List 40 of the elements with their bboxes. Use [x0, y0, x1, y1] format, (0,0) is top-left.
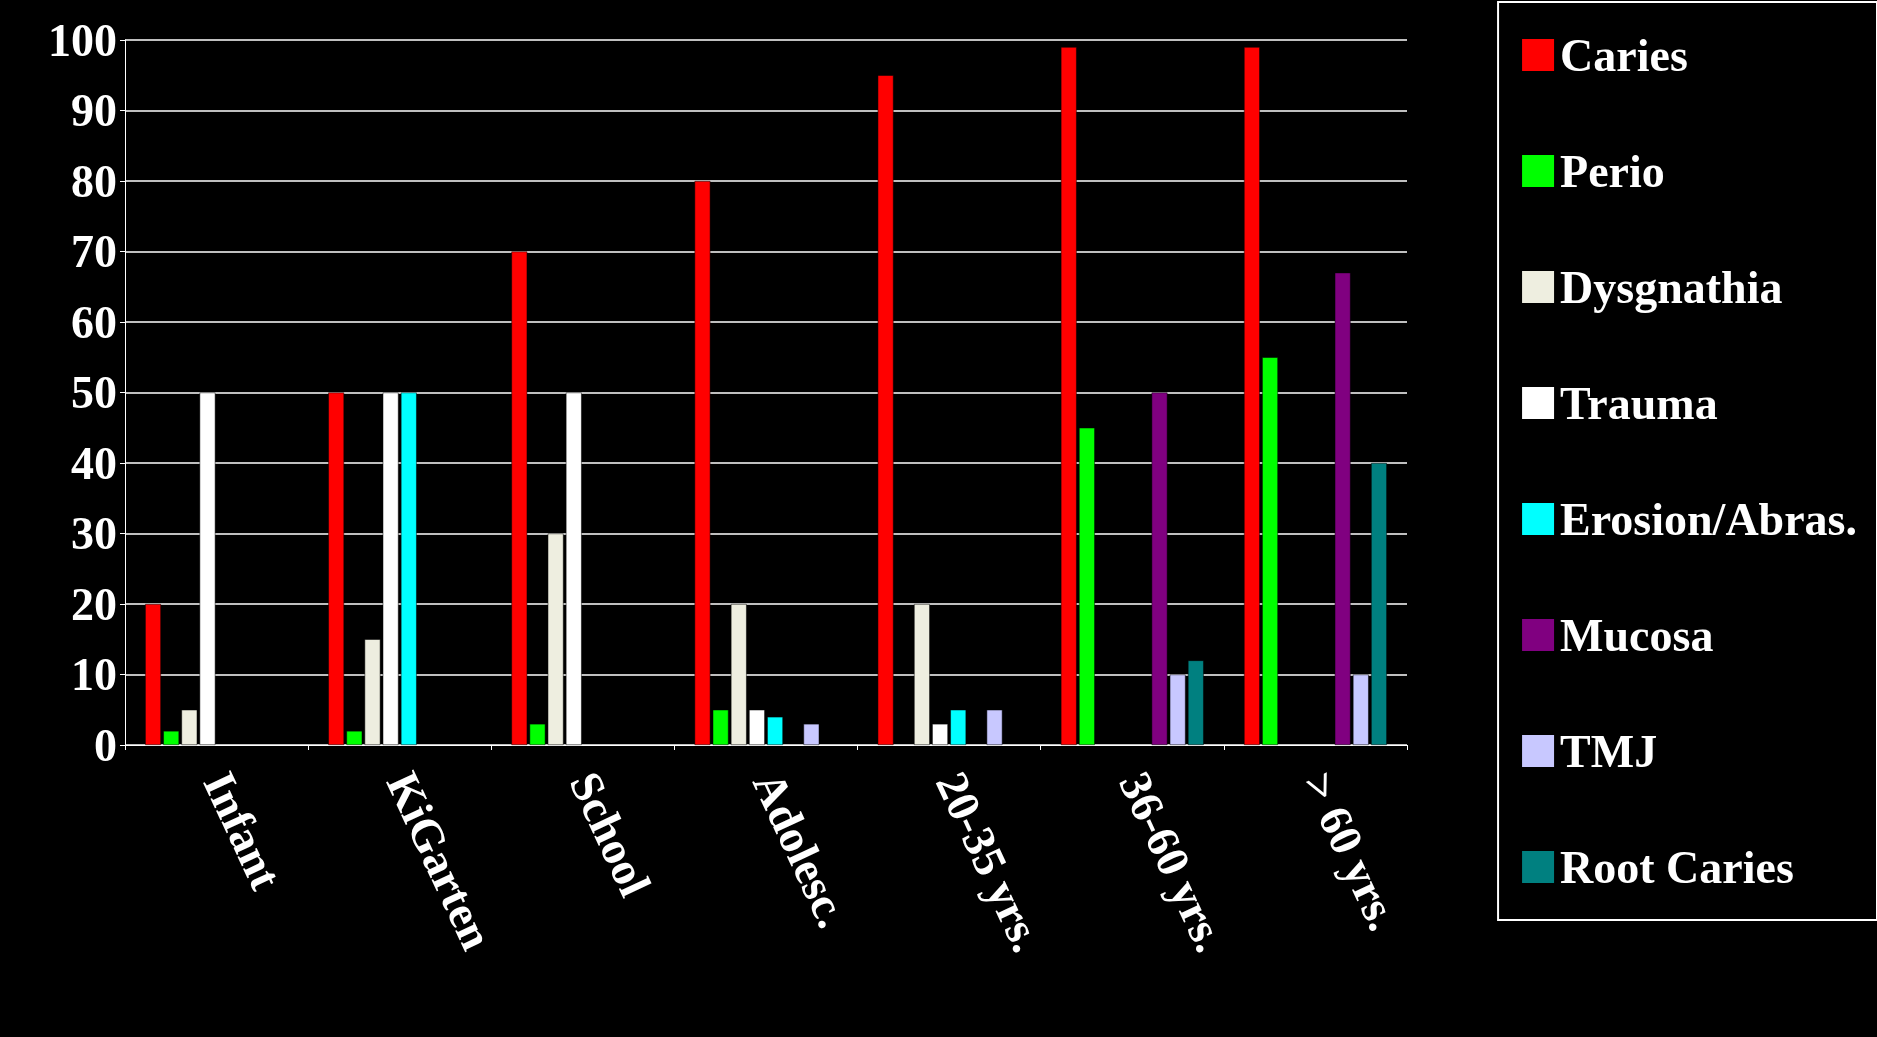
y-tick-label: 90 — [71, 85, 117, 136]
y-tick-label: 60 — [71, 296, 117, 348]
y-tick-label: 70 — [71, 226, 117, 277]
y-tick-label: 10 — [71, 649, 117, 700]
y-tick-label: 100 — [48, 14, 117, 66]
legend-label: Root Caries — [1560, 841, 1794, 893]
bar — [1371, 463, 1387, 745]
bar — [1334, 272, 1351, 745]
legend-label: Perio — [1560, 145, 1665, 197]
y-tick-label: 50 — [71, 367, 117, 418]
legend-label: Dysgnathia — [1560, 261, 1783, 313]
x-tick-label: > 60 yrs. — [1292, 764, 1410, 938]
bar — [1244, 47, 1260, 745]
bar — [1352, 674, 1369, 745]
bar — [767, 716, 783, 745]
legend-label: Mucosa — [1560, 609, 1714, 661]
y-tick-label: 40 — [71, 437, 117, 489]
bar — [914, 604, 930, 745]
bar — [1187, 660, 1204, 745]
bar — [950, 709, 967, 745]
bar — [145, 604, 161, 745]
y-tick-label: 80 — [71, 155, 117, 207]
bar — [986, 709, 1003, 745]
legend-label: TMJ — [1560, 725, 1658, 777]
bar — [1060, 47, 1077, 745]
bar — [328, 392, 345, 745]
bar — [163, 730, 180, 745]
legend-label: Erosion/Abras. — [1560, 493, 1857, 545]
x-tick-label: 36-60 yrs. — [1109, 764, 1237, 960]
legend-label: Trauma — [1560, 377, 1718, 429]
bar — [803, 723, 820, 745]
x-tick-label: 20-35 yrs. — [926, 764, 1054, 960]
y-tick-label: 30 — [71, 508, 117, 559]
y-tick-label: 20 — [71, 578, 117, 630]
legend-label: Caries — [1560, 29, 1688, 81]
bar — [1079, 427, 1095, 745]
x-tick-label: Infant — [193, 764, 292, 898]
y-tick-label: 0 — [94, 719, 117, 771]
bar — [1262, 357, 1278, 745]
bar — [877, 75, 894, 745]
